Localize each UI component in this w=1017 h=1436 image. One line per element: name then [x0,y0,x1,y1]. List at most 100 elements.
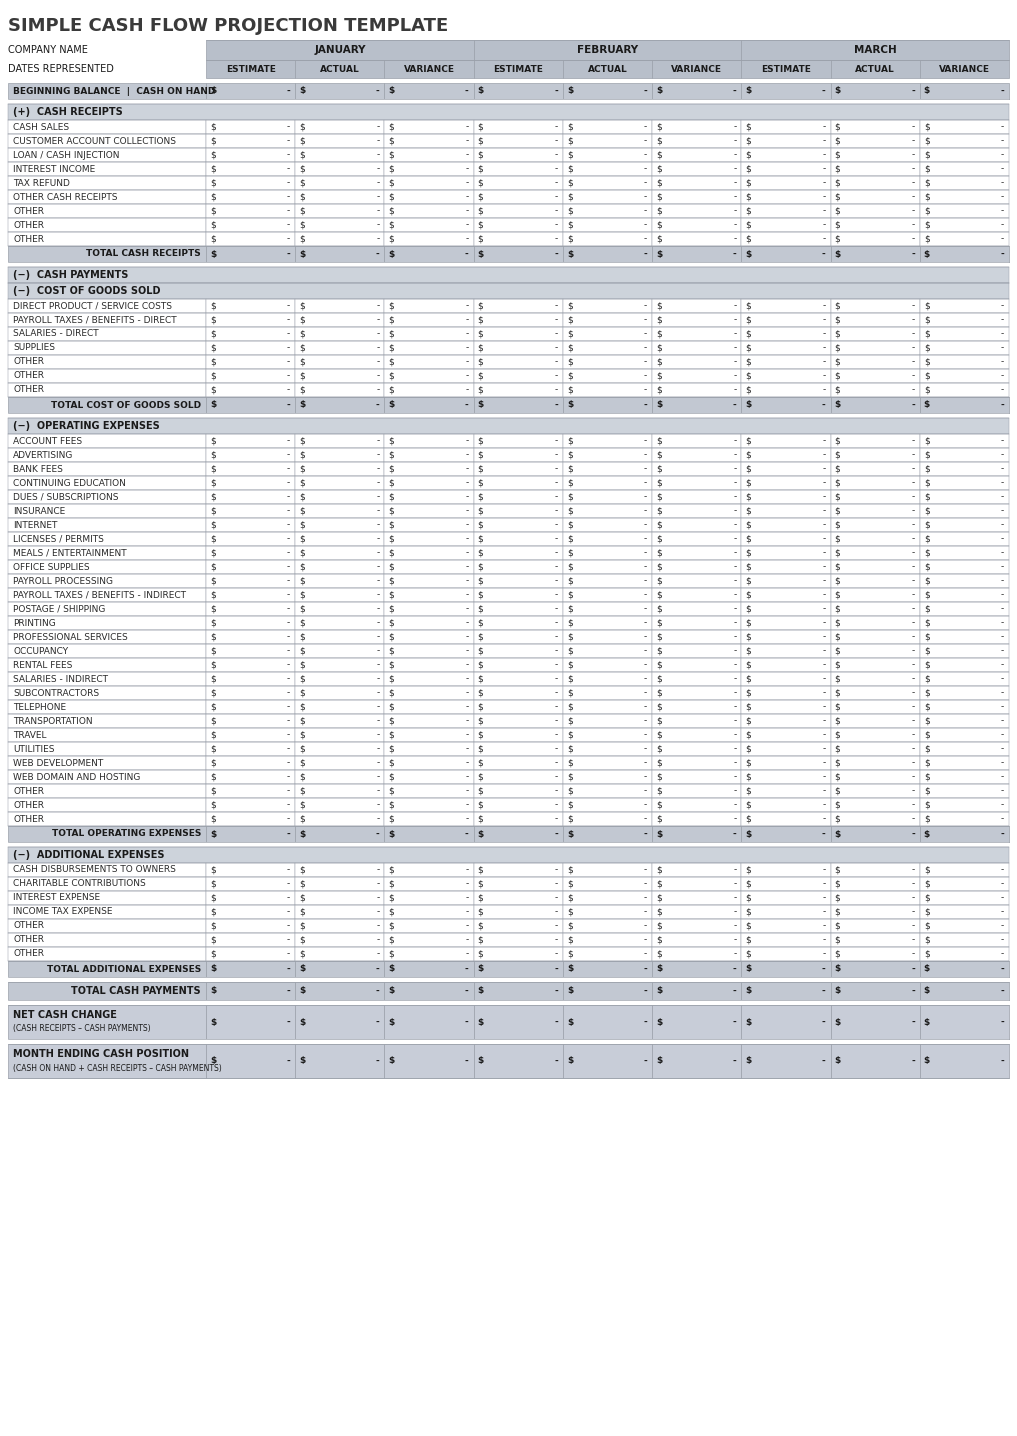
Text: $: $ [299,401,305,409]
Text: $: $ [923,437,930,445]
Text: $: $ [566,343,573,352]
Text: $: $ [566,329,573,339]
Text: -: - [466,949,469,958]
Text: -: - [733,464,736,474]
Bar [384,933,474,946]
Bar [474,518,562,531]
Text: -: - [287,949,290,958]
Bar [652,863,741,877]
Text: $: $ [478,866,483,875]
Text: $: $ [299,675,305,684]
Text: (−)  OPERATING EXPENSES: (−) OPERATING EXPENSES [13,421,160,431]
Text: $: $ [566,688,573,698]
Text: $: $ [478,86,484,96]
Text: $: $ [835,576,840,586]
Bar [562,121,652,134]
Text: -: - [466,165,469,174]
Text: CHARITABLE CONTRIBUTIONS: CHARITABLE CONTRIBUTIONS [13,879,145,889]
Text: -: - [823,234,826,244]
Text: -: - [733,800,736,810]
Text: -: - [1001,773,1004,781]
Text: $: $ [299,192,305,201]
Text: $: $ [299,1057,305,1066]
Bar [206,340,295,355]
Text: -: - [823,122,826,132]
Bar [384,246,474,261]
Bar [384,755,474,770]
Text: OTHER: OTHER [13,787,44,796]
Bar [741,546,831,560]
Text: -: - [911,221,914,230]
Text: $: $ [388,866,395,875]
Text: $: $ [656,207,662,215]
Text: -: - [287,661,290,669]
Text: $: $ [299,605,305,613]
Text: -: - [287,343,290,352]
Text: $: $ [835,234,840,244]
Bar [206,218,295,233]
Bar [562,531,652,546]
Text: $: $ [210,250,217,258]
Bar [384,121,474,134]
Bar [206,355,295,369]
Text: $: $ [745,316,752,325]
Text: -: - [1001,619,1004,628]
Text: -: - [823,372,826,381]
Bar [562,798,652,811]
Bar [919,299,1009,313]
Text: SUPPLIES: SUPPLIES [13,343,55,352]
Text: -: - [733,866,736,875]
Text: $: $ [478,1057,484,1066]
Text: -: - [732,86,736,96]
Text: -: - [823,893,826,902]
Bar [562,148,652,162]
Text: -: - [287,86,290,96]
Text: -: - [733,549,736,557]
Bar [562,83,652,99]
Text: $: $ [923,316,930,325]
Text: $: $ [835,717,840,725]
Text: -: - [644,165,647,174]
Text: SUBCONTRACTORS: SUBCONTRACTORS [13,688,99,698]
Text: $: $ [388,329,395,339]
Bar [384,546,474,560]
Bar [474,919,562,933]
Bar [919,313,1009,327]
Text: -: - [911,987,914,995]
Text: ACTUAL: ACTUAL [588,65,627,73]
Text: $: $ [923,879,930,889]
Bar [384,531,474,546]
Text: $: $ [566,814,573,823]
Text: $: $ [745,744,752,754]
Bar [831,162,919,177]
Bar [474,811,562,826]
Bar [206,383,295,396]
Text: $: $ [835,358,840,366]
Text: (−)  ADDITIONAL EXPENSES: (−) ADDITIONAL EXPENSES [13,850,165,860]
Text: -: - [911,935,914,945]
Bar [741,672,831,686]
Text: -: - [644,549,647,557]
Text: $: $ [923,949,930,958]
Text: -: - [1001,401,1004,409]
Bar [206,1005,295,1040]
Text: $: $ [745,688,752,698]
Text: $: $ [656,520,662,530]
Text: -: - [376,758,379,767]
Text: -: - [911,192,914,201]
Bar [384,355,474,369]
Bar [652,83,741,99]
Text: $: $ [299,744,305,754]
Text: $: $ [835,151,840,159]
Text: -: - [823,507,826,516]
Text: -: - [733,814,736,823]
Text: $: $ [299,520,305,530]
Text: -: - [1001,464,1004,474]
Text: $: $ [478,534,483,543]
Bar [8,1044,206,1078]
Text: -: - [733,758,736,767]
Text: $: $ [299,987,305,995]
Bar [562,134,652,148]
Text: $: $ [388,632,395,642]
Bar [8,283,1009,299]
